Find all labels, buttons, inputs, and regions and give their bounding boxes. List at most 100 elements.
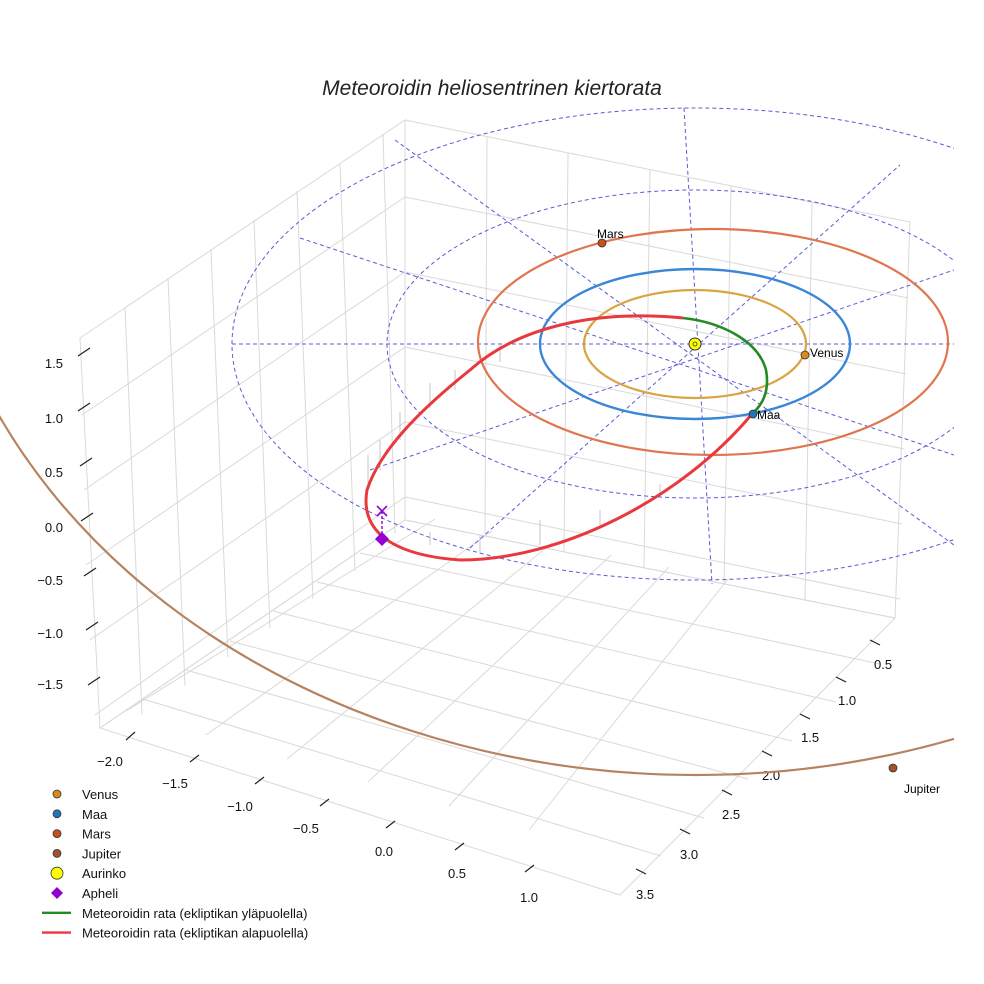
y-tick-mark bbox=[799, 713, 811, 720]
ecliptic-spoke bbox=[469, 164, 901, 549]
z-tick-label: 1.5 bbox=[45, 356, 63, 371]
legend-item: Meteoroidin rata (ekliptikan yläpuolella… bbox=[42, 906, 307, 921]
meteoroid-orbit-above bbox=[682, 316, 769, 415]
x-tick-labels: −2.0 −1.5 −1.0 −0.5 0.0 0.5 1.0 bbox=[97, 754, 538, 905]
x-tick-label: −1.0 bbox=[227, 799, 253, 814]
z-tick-labels: 1.5 1.0 0.5 0.0 −0.5 −1.0 −1.5 bbox=[37, 356, 63, 692]
x-tick-mark bbox=[454, 842, 465, 851]
legend-marker bbox=[52, 849, 62, 858]
ecliptic-spoke bbox=[394, 139, 954, 546]
legend-label: Meteoroidin rata (ekliptikan alapuolella… bbox=[82, 926, 308, 941]
meteoroid-orbit-below bbox=[364, 314, 754, 562]
legend-item: Meteoroidin rata (ekliptikan alapuolella… bbox=[42, 926, 308, 941]
legend-label: Venus bbox=[82, 787, 119, 802]
z-axis-ticks bbox=[77, 347, 101, 686]
y-tick-label: 0.5 bbox=[874, 657, 892, 672]
x-tick-mark bbox=[524, 864, 535, 873]
back-left-verticals bbox=[124, 133, 396, 715]
legend: Venus Maa Mars Jupiter Aurinko Apheli Meteoroi… bbox=[42, 787, 308, 941]
x-axis-ticks bbox=[125, 731, 535, 873]
legend-marker bbox=[50, 866, 64, 880]
jupiter-label: Jupiter bbox=[904, 782, 940, 796]
ecliptic-circle-outer bbox=[231, 107, 954, 581]
z-tick-mark bbox=[87, 676, 101, 686]
back-left-horizontals bbox=[81, 196, 406, 716]
legend-item: Mars bbox=[52, 827, 111, 842]
x-tick-label: −2.0 bbox=[97, 754, 123, 769]
z-tick-mark bbox=[79, 457, 93, 467]
chart-title: Meteoroidin heliosentrinen kiertorata bbox=[322, 77, 662, 100]
legend-label: Mars bbox=[82, 827, 111, 842]
ecliptic-spoke bbox=[369, 269, 954, 471]
x-tick-label: −1.5 bbox=[162, 776, 188, 791]
z-tick-mark bbox=[85, 621, 99, 631]
legend-marker bbox=[52, 789, 62, 799]
legend-label: Apheli bbox=[82, 886, 118, 901]
legend-marker bbox=[51, 887, 63, 899]
y-tick-mark bbox=[761, 750, 773, 757]
back-right-horizontals bbox=[404, 196, 909, 600]
axis-panes bbox=[79, 119, 911, 896]
x-tick-label: 1.0 bbox=[520, 890, 538, 905]
mars-marker bbox=[597, 238, 607, 248]
x-tick-mark bbox=[125, 731, 136, 741]
y-tick-mark bbox=[869, 639, 881, 646]
y-tick-label: 2.5 bbox=[722, 807, 740, 822]
legend-item: Apheli bbox=[51, 886, 118, 901]
back-right-verticals bbox=[484, 136, 813, 602]
venus-marker bbox=[800, 350, 810, 360]
floor-pane bbox=[98, 519, 897, 896]
jupiter-orbit bbox=[0, 414, 954, 776]
legend-marker bbox=[52, 829, 62, 838]
legend-item: Jupiter bbox=[52, 846, 122, 861]
x-tick-label: 0.0 bbox=[375, 844, 393, 859]
y-tick-mark bbox=[721, 789, 733, 796]
aphelion-projection-cross bbox=[376, 505, 388, 517]
y-tick-mark bbox=[679, 828, 691, 835]
floor-lines-y bbox=[142, 552, 881, 857]
venus-label: Venus bbox=[810, 346, 843, 360]
y-tick-label: 3.5 bbox=[636, 887, 654, 902]
sun-marker bbox=[688, 337, 702, 351]
x-tick-mark bbox=[254, 776, 265, 785]
z-tick-label: 0.5 bbox=[45, 465, 63, 480]
jupiter-marker bbox=[888, 763, 898, 773]
aphelion-marker bbox=[375, 532, 389, 546]
z-tick-label: −1.0 bbox=[37, 626, 63, 641]
legend-item: Venus bbox=[52, 787, 119, 802]
y-tick-label: 1.0 bbox=[838, 693, 856, 708]
ecliptic-spoke bbox=[299, 237, 954, 456]
z-tick-label: −0.5 bbox=[37, 573, 63, 588]
earth-label: Maa bbox=[757, 408, 781, 422]
x-tick-mark bbox=[189, 754, 200, 763]
y-tick-label: 2.0 bbox=[762, 768, 780, 783]
x-tick-label: −0.5 bbox=[293, 821, 319, 836]
z-tick-label: −1.5 bbox=[37, 677, 63, 692]
z-tick-mark bbox=[80, 512, 94, 522]
y-tick-label: 3.0 bbox=[680, 847, 698, 862]
z-tick-mark bbox=[77, 402, 91, 412]
x-tick-label: 0.5 bbox=[448, 866, 466, 881]
z-tick-label: 1.0 bbox=[45, 411, 63, 426]
legend-label: Maa bbox=[82, 807, 108, 822]
legend-item: Aurinko bbox=[50, 866, 126, 881]
legend-item: Maa bbox=[52, 807, 108, 822]
x-tick-mark bbox=[319, 798, 330, 807]
y-axis-ticks bbox=[635, 639, 881, 875]
legend-label: Meteoroidin rata (ekliptikan yläpuolella… bbox=[82, 906, 307, 921]
y-tick-label: 1.5 bbox=[801, 730, 819, 745]
venus-orbit bbox=[582, 288, 808, 400]
y-tick-mark bbox=[835, 676, 847, 683]
legend-label: Aurinko bbox=[82, 866, 126, 881]
z-tick-label: 0.0 bbox=[45, 520, 63, 535]
x-tick-mark bbox=[385, 820, 396, 829]
earth-orbit bbox=[538, 267, 852, 421]
earth-marker bbox=[748, 409, 758, 419]
mars-label: Mars bbox=[597, 227, 624, 241]
legend-label: Jupiter bbox=[82, 846, 122, 861]
y-tick-mark bbox=[635, 868, 647, 875]
legend-marker bbox=[52, 809, 62, 819]
z-tick-mark bbox=[77, 347, 91, 357]
